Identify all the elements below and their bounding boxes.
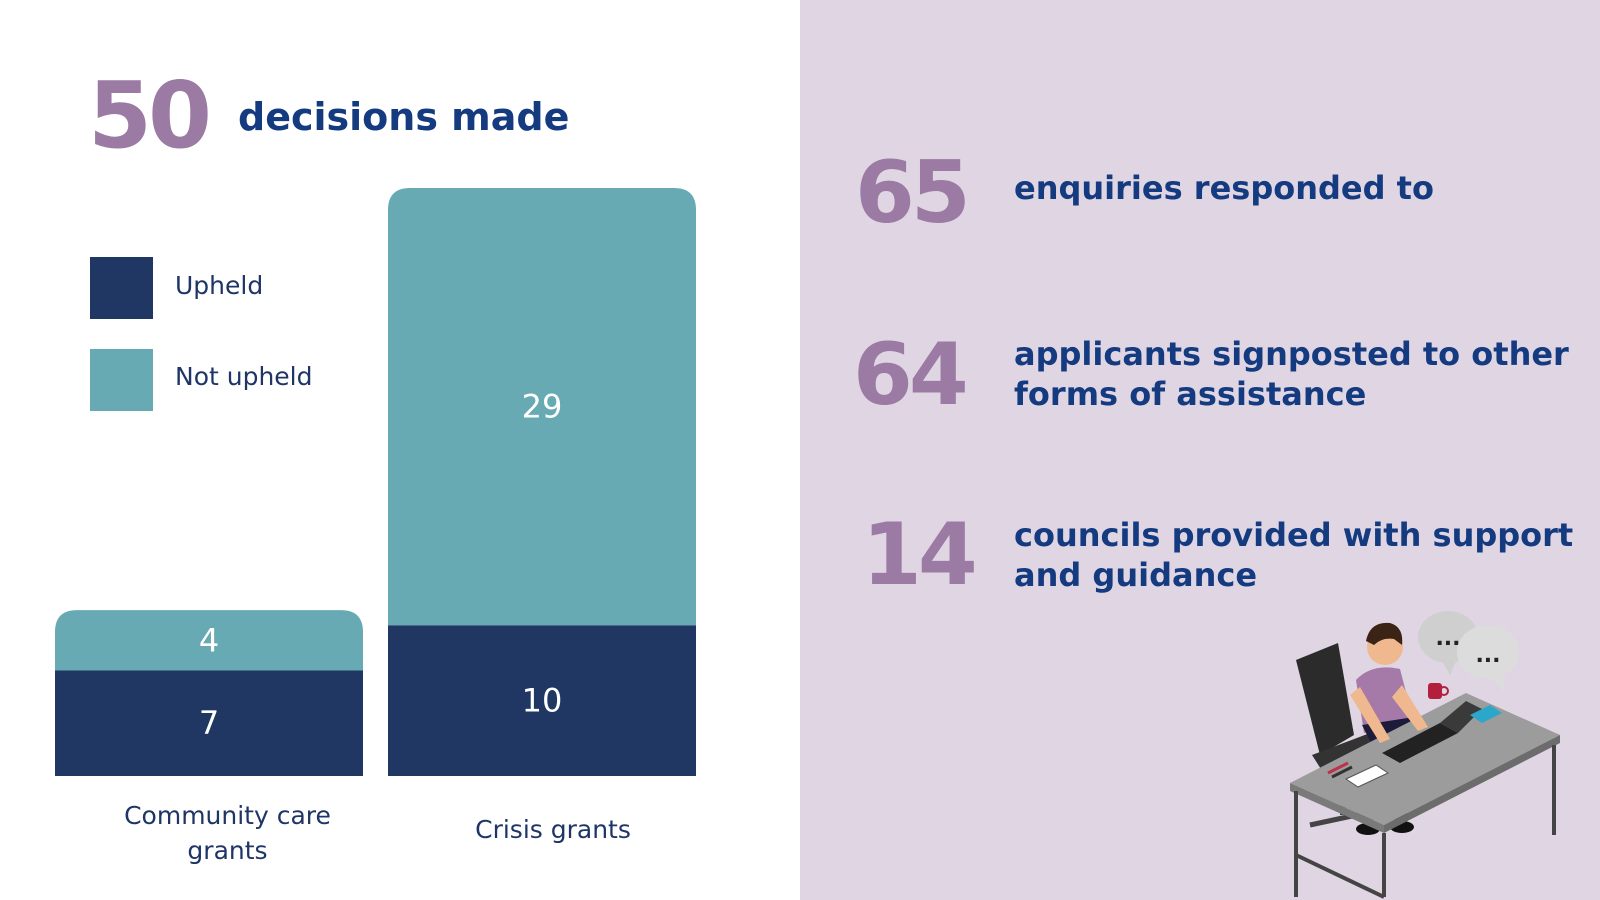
signposted-count: 64 <box>853 325 969 425</box>
person-at-desk-with-laptop-icon: ... ... <box>1290 611 1560 899</box>
councils-count: 14 <box>862 505 978 605</box>
speech-bubble-icon: ... <box>1457 625 1519 693</box>
bar-community-care-grants-not-upheld <box>55 610 363 671</box>
category-label-crisis-grants: Crisis grants <box>475 815 631 844</box>
decisions-count: 50 <box>88 62 212 169</box>
svg-text:...: ... <box>1475 643 1500 668</box>
data-label-community-care-grants-not-upheld: 4 <box>199 621 219 659</box>
data-label-crisis-grants-not-upheld: 29 <box>522 388 563 426</box>
data-label-community-care-grants-upheld: 7 <box>199 704 219 742</box>
enquiries-count: 65 <box>855 143 971 243</box>
councils-label: councils provided with support and guida… <box>1014 516 1574 594</box>
bar-crisis-grants-upheld <box>388 625 696 776</box>
data-label-crisis-grants-upheld: 10 <box>522 682 563 720</box>
legend-not-upheld-label: Not upheld <box>175 362 313 391</box>
legend-upheld-label: Upheld <box>175 271 264 300</box>
decisions-label: decisions made <box>238 95 570 139</box>
svg-text:...: ... <box>1435 626 1460 651</box>
bar-crisis-grants-not-upheld <box>388 188 696 626</box>
legend-not-upheld-swatch <box>90 349 153 411</box>
signposted-label: applicants signposted to other forms of … <box>1014 335 1569 413</box>
stacked-bar-chart: 7 4 10 29 <box>55 188 696 776</box>
category-label-community-care-grants: Community care grants <box>124 801 331 865</box>
enquiries-label: enquiries responded to <box>1014 169 1434 207</box>
bar-community-care-grants-upheld <box>55 670 363 776</box>
legend-upheld-swatch <box>90 257 153 319</box>
